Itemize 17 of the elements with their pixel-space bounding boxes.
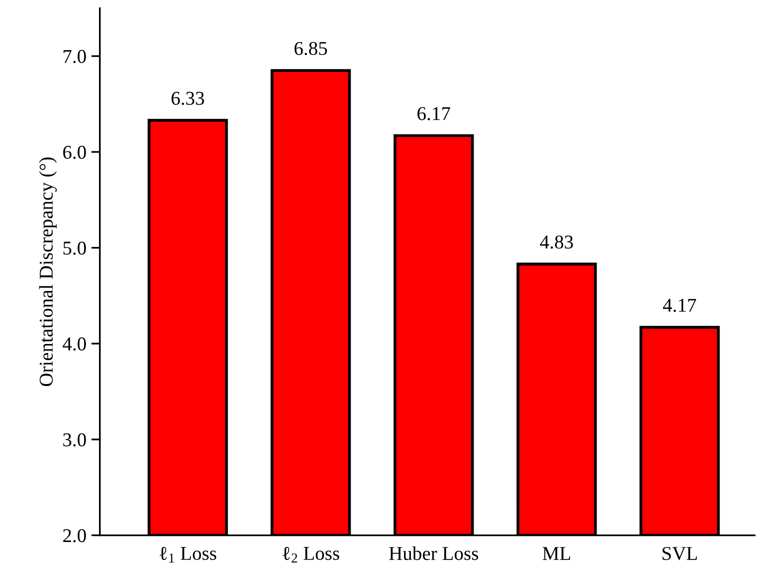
y-tick-label: 4.0 [62, 337, 86, 351]
data-label: 6.17 [418, 107, 450, 120]
y-tick-label: 2.0 [63, 529, 86, 542]
data-label: 4.83 [540, 235, 573, 249]
x-tick-label: ML [542, 547, 570, 560]
x-tick-label: Huber Loss [389, 546, 478, 560]
data-label: 4.17 [663, 298, 696, 312]
x-tick-label: ℓ$_{1}$ Loss [160, 546, 216, 562]
y-axis-title: Orientational Discrepancy (°) [39, 157, 57, 386]
y-tick-label: 6.0 [63, 146, 86, 159]
y-tick-label: 7.0 [64, 50, 86, 64]
x-tick-label: ℓ$_{2}$ Loss [282, 546, 340, 562]
y-tick-label: 3.0 [63, 433, 86, 446]
data-label: 6.33 [172, 92, 204, 105]
data-label: 6.85 [294, 42, 327, 56]
y-tick-label: 5.0 [63, 242, 86, 255]
x-tick-label: SVL [662, 547, 697, 560]
